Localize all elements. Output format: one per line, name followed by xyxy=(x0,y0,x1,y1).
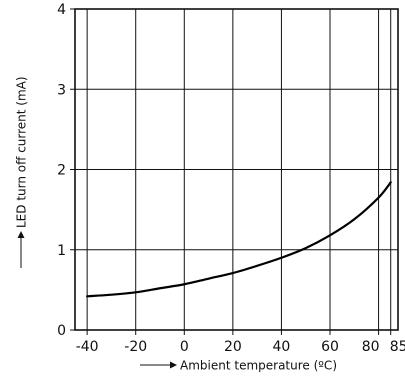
x-tick-label: 20 xyxy=(224,339,242,355)
x-axis-arrow-head xyxy=(170,361,177,369)
x-tick-label: 60 xyxy=(321,339,339,355)
y-tick-label: 3 xyxy=(57,82,66,98)
x-axis-title-group: Ambient temperature (ºC) xyxy=(140,359,337,373)
plot-border xyxy=(74,8,399,331)
x-tick-label: 40 xyxy=(273,339,291,355)
y-tick-labels: 0 1 2 3 4 xyxy=(57,2,66,339)
y-axis-arrow-head xyxy=(17,231,25,238)
y-axis-title: LED turn off current (mA) xyxy=(15,76,29,228)
y-axis-title-group: LED turn off current (mA) xyxy=(15,76,29,268)
x-tick-label: 0 xyxy=(180,339,189,355)
series-layer xyxy=(86,181,392,298)
series-line xyxy=(86,181,392,298)
x-tick-labels: -40 -20 0 20 40 60 80 85 xyxy=(76,339,405,355)
x-tick-label: 85 xyxy=(390,339,405,355)
x-tick-label: -40 xyxy=(76,339,99,355)
y-tick-label: 1 xyxy=(57,243,66,259)
grid xyxy=(70,8,398,335)
x-tick-label: -20 xyxy=(124,339,147,355)
x-axis-title: Ambient temperature (ºC) xyxy=(180,359,337,373)
y-tick-label: 4 xyxy=(57,2,66,18)
y-tick-label: 2 xyxy=(57,163,66,179)
x-tick-label: 80 xyxy=(362,339,380,355)
y-tick-label: 0 xyxy=(57,323,66,339)
plot-frame xyxy=(74,8,399,331)
